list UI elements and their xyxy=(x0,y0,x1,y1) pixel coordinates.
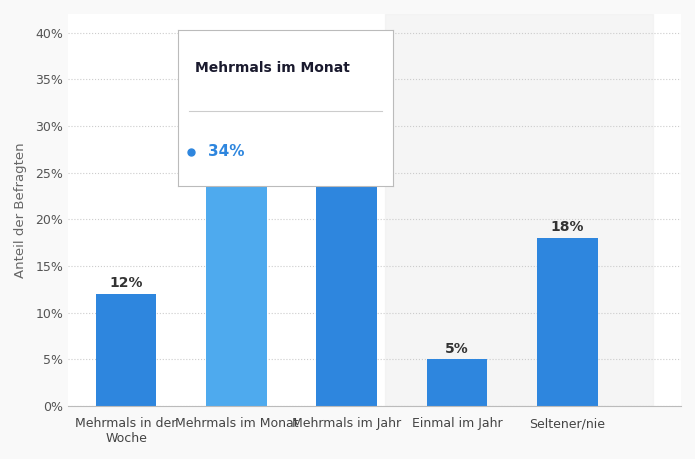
Text: 5%: 5% xyxy=(445,341,469,356)
Bar xyxy=(96,294,156,406)
Text: 32%: 32% xyxy=(330,90,363,104)
Text: 18%: 18% xyxy=(550,220,584,234)
Bar xyxy=(206,89,267,406)
Text: 12%: 12% xyxy=(109,276,143,290)
Bar xyxy=(537,238,598,406)
Bar xyxy=(385,14,653,406)
Bar xyxy=(316,107,377,406)
Y-axis label: Anteil der Befragten: Anteil der Befragten xyxy=(14,142,27,278)
Text: 34%: 34% xyxy=(220,71,253,85)
Bar xyxy=(427,359,487,406)
